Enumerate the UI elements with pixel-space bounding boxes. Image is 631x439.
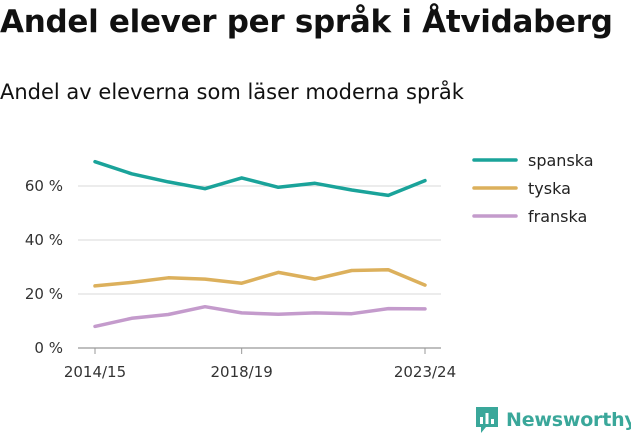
newsworthy-logo-icon [476, 407, 498, 433]
chart-subtitle: Andel av eleverna som läser moderna språ… [0, 80, 464, 104]
y-tick-label: 20 % [25, 285, 63, 303]
legend-label-tyska: tyska [528, 179, 571, 198]
series-lines [93, 159, 427, 329]
series-line-franska [93, 304, 427, 329]
legend: spanska tyska franska [472, 151, 594, 226]
series-line-tyska [93, 267, 427, 288]
x-tick-label: 2018/19 [211, 363, 273, 381]
y-axis-ticks: 0 % 20 % 40 % 60 % [25, 177, 63, 357]
x-tick-label: 2014/15 [64, 363, 126, 381]
series-line-spanska [93, 159, 427, 198]
x-axis-ticks: 2014/15 2018/19 2023/24 [64, 348, 456, 381]
brand-logo: Newsworthy [474, 406, 631, 434]
y-tick-label: 40 % [25, 231, 63, 249]
chart-title: Andel elever per språk i Åtvidaberg [0, 4, 613, 40]
x-tick-label: 2023/24 [394, 363, 456, 381]
brand-name: Newsworthy [506, 409, 631, 431]
y-tick-label: 0 % [34, 339, 63, 357]
grid-lines [78, 185, 441, 349]
legend-label-franska: franska [528, 207, 587, 226]
y-tick-label: 60 % [25, 177, 63, 195]
legend-label-spanska: spanska [528, 151, 594, 170]
